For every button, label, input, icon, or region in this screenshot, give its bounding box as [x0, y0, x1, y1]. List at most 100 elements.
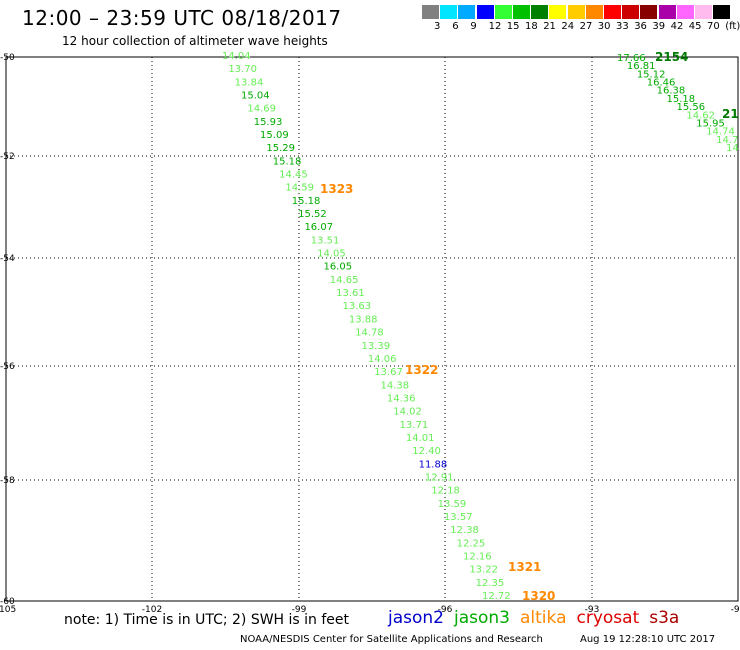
swh-value: 14.69 — [247, 104, 276, 115]
swh-value: 13.84 — [235, 77, 264, 88]
colorbar-swatch — [713, 5, 732, 19]
swh-value: 15.18 — [292, 196, 321, 207]
lat-tick-label: -52 — [0, 152, 15, 162]
swh-value: 14.04 — [222, 51, 251, 62]
colorbar-label: 3 — [434, 21, 441, 32]
footer-note: note: 1) Time is in UTC; 2) SWH is in fe… — [64, 612, 350, 628]
swh-value: 15.18 — [667, 94, 696, 105]
swh-value: 16.46 — [647, 78, 676, 89]
swh-value: 14.59 — [285, 183, 314, 194]
lon-tick-label: -105 — [0, 605, 16, 615]
lon-tick-label: -90 — [731, 605, 740, 615]
colorbar-swatch — [640, 5, 659, 19]
colorbar-swatch — [604, 5, 622, 19]
colorbar-swatch — [422, 5, 440, 19]
swh-value: 13.70 — [228, 64, 257, 75]
plot-frame — [5, 56, 739, 602]
lon-tick-label: -96 — [438, 605, 453, 615]
swh-value: 15.95 — [696, 118, 725, 129]
colorbar-swatch — [494, 5, 513, 19]
pass-time-label: 2154 — [655, 50, 688, 64]
swh-value: 14.62 — [686, 110, 715, 121]
swh-value: 15.04 — [241, 91, 270, 102]
colorbar-label: 18 — [525, 21, 538, 32]
colorbar-swatch — [658, 5, 677, 19]
satellite-legend-cryosat: cryosat — [576, 608, 640, 628]
swh-value: 14.06 — [368, 354, 397, 365]
swh-value: 15.56 — [676, 102, 705, 113]
swh-value: 13.51 — [311, 235, 340, 246]
satellite-legend-jason2: jason2 — [388, 608, 444, 628]
colorbar-label: 36 — [634, 21, 647, 32]
colorbar-swatch — [695, 5, 713, 19]
colorbar-label: 9 — [470, 21, 477, 32]
swh-value: 13.39 — [362, 341, 391, 352]
swh-value: 15.93 — [254, 117, 283, 128]
generation-timestamp: Aug 19 12:28:10 UTC 2017 — [580, 634, 716, 645]
swh-value: 13.57 — [444, 512, 473, 523]
colorbar-label: 6 — [452, 21, 459, 32]
pass-time-label: 1322 — [405, 363, 438, 377]
swh-value: 14.36 — [387, 393, 416, 404]
colorbar-label: 21 — [543, 21, 556, 32]
colorbar-swatch — [458, 5, 477, 19]
lat-tick-label: -56 — [0, 362, 15, 372]
pass-time-label: 1321 — [508, 560, 541, 574]
lat-tick-label: -60 — [0, 597, 15, 607]
swh-value: 14.65 — [330, 275, 359, 286]
swh-value: 17.66 — [617, 53, 646, 64]
swh-value: 14.7 — [716, 135, 738, 146]
swh-value: 15.09 — [260, 130, 289, 141]
colorbar-label: 70 — [707, 21, 720, 32]
colorbar-swatch — [567, 5, 586, 19]
colorbar-swatch — [513, 5, 531, 19]
pass-time-label: 1320 — [522, 589, 555, 603]
swh-value: 16.05 — [323, 262, 352, 273]
swh-value: 13.61 — [336, 288, 365, 299]
swh-value: 12.25 — [457, 538, 486, 549]
swh-value: 13.22 — [469, 565, 498, 576]
swh-value: 16.81 — [627, 61, 656, 72]
swh-value: 12.40 — [412, 446, 441, 457]
credit-line: NOAA/NESDIS Center for Satellite Applica… — [240, 634, 543, 645]
lon-tick-label: -102 — [142, 605, 162, 615]
swh-value: 15.12 — [637, 69, 666, 80]
swh-value: 12.38 — [450, 525, 479, 536]
colorbar-swatch — [676, 5, 695, 19]
colorbar-label: 30 — [597, 21, 611, 32]
swh-value: 13.71 — [400, 420, 429, 431]
satellite-legend: jason2 jason3 altika cryosat s3a — [388, 608, 689, 628]
map-title: 12:00 – 23:59 UTC 08/18/2017 — [22, 6, 342, 30]
swh-value: 12.91 — [425, 472, 454, 483]
swh-value: 14. — [726, 143, 740, 154]
swh-value: 15.52 — [298, 209, 327, 220]
colorbar-label: 45 — [688, 21, 702, 32]
swh-value: 12.72 — [482, 591, 511, 602]
colorbar-swatch — [476, 5, 495, 19]
pass-time-label: 1323 — [320, 182, 353, 196]
lon-tick-label: -93 — [585, 605, 600, 615]
colorbar-swatch — [622, 5, 641, 19]
colorbar-label: 33 — [616, 21, 629, 32]
map-subtitle: 12 hour collection of altimeter wave hei… — [62, 34, 328, 48]
swh-value: 15.18 — [273, 156, 302, 167]
colorbar-swatch — [585, 5, 604, 19]
swh-value: 16.38 — [657, 86, 686, 97]
swh-value: 16.07 — [304, 222, 333, 233]
colorbar-swatch — [531, 5, 550, 19]
swh-value: 13.63 — [342, 301, 371, 312]
swh-value: 14.45 — [279, 170, 308, 181]
colorbar-label: (ft) — [725, 21, 740, 32]
swh-value: 11.88 — [419, 459, 448, 470]
satellite-legend-altika: altika — [520, 608, 567, 628]
swh-value: 14.78 — [355, 328, 384, 339]
lat-tick-label: -58 — [0, 476, 15, 486]
swh-value: 14.38 — [381, 380, 410, 391]
swh-value: 14.01 — [406, 433, 435, 444]
colorbar-swatch — [549, 5, 568, 19]
colorbar-label: 42 — [670, 21, 684, 32]
swh-value: 14.74 — [706, 127, 735, 138]
colorbar-label: 24 — [561, 21, 575, 32]
satellite-legend-s3a: s3a — [649, 608, 680, 628]
